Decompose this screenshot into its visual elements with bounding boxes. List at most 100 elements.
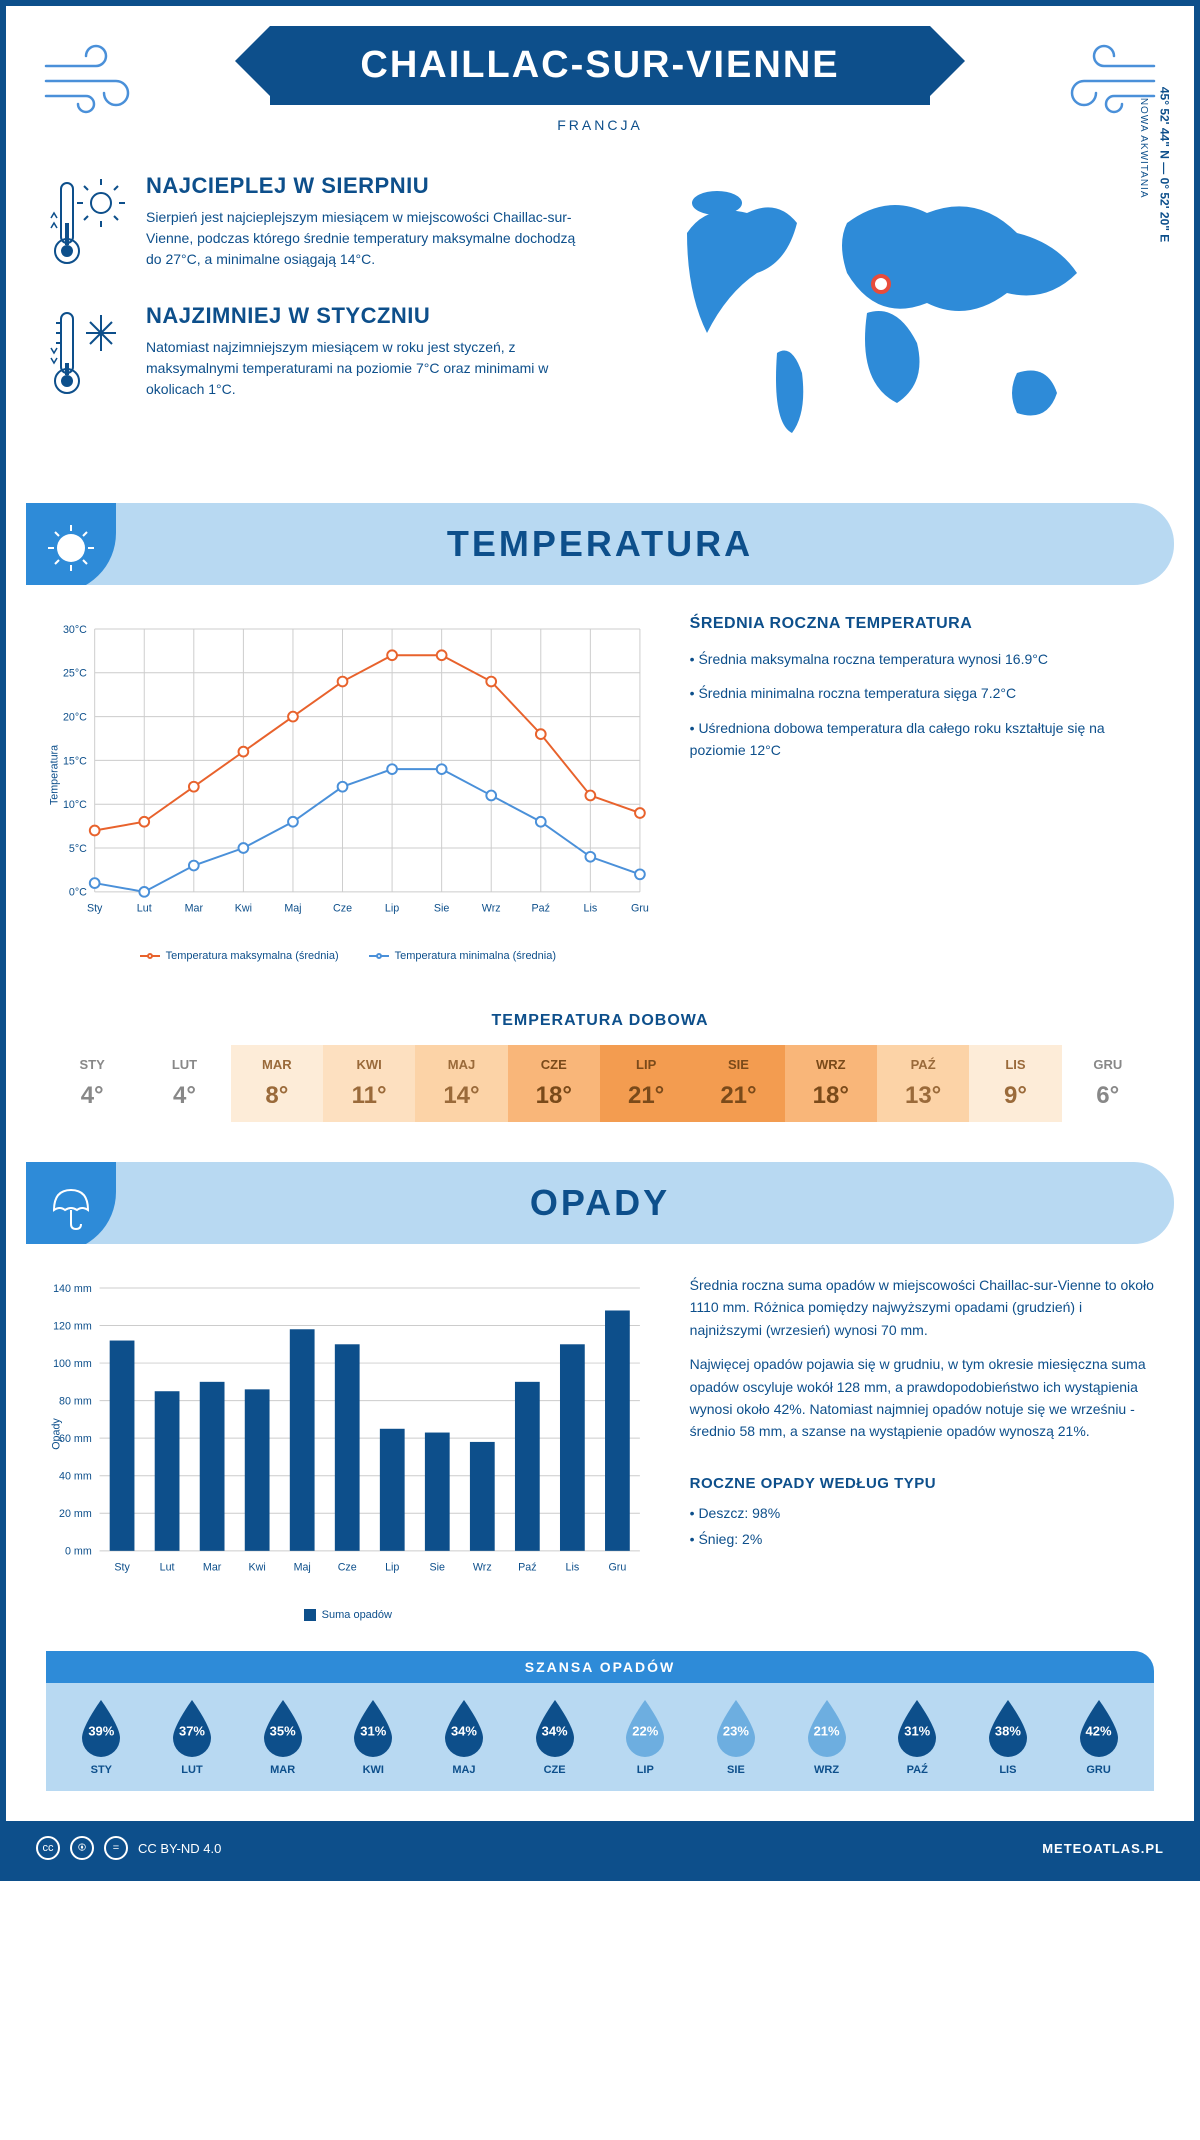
rain-chance-title: SZANSA OPADÓW — [46, 1651, 1154, 1683]
svg-text:Maj: Maj — [294, 1561, 311, 1573]
svg-text:Mar: Mar — [185, 902, 204, 914]
svg-text:0°C: 0°C — [69, 887, 87, 899]
legend-item: Temperatura minimalna (średnia) — [369, 950, 556, 962]
section-title: OPADY — [56, 1182, 1144, 1224]
page-subtitle: FRANCJA — [6, 117, 1194, 133]
svg-text:120 mm: 120 mm — [53, 1320, 92, 1332]
svg-text:Opady: Opady — [51, 1418, 63, 1450]
facts-column: NAJCIEPLEJ W SIERPNIU Sierpień jest najc… — [46, 173, 580, 453]
rain-drop: 23%SIE — [711, 1698, 761, 1776]
fact-cold-title: NAJZIMNIEJ W STYCZNIU — [146, 303, 580, 329]
temp-cell: WRZ18° — [785, 1045, 877, 1122]
rain-drop: 21%WRZ — [802, 1698, 852, 1776]
map-column: 45° 52' 44" N — 0° 52' 20" E NOWA AKWITA… — [620, 173, 1154, 453]
rain-drop: 31%PAŹ — [892, 1698, 942, 1776]
rain-drop: 34%MAJ — [439, 1698, 489, 1776]
rain-type-title: ROCZNE OPADY WEDŁUG TYPU — [690, 1475, 1154, 1492]
svg-text:Gru: Gru — [631, 902, 649, 914]
svg-text:Sty: Sty — [87, 902, 103, 914]
info-p2: Najwięcej opadów pojawia się w grudniu, … — [690, 1353, 1154, 1443]
precipitation-bar-chart: 0 mm20 mm40 mm60 mm80 mm100 mm120 mm140 … — [46, 1274, 650, 1621]
svg-text:Cze: Cze — [333, 902, 352, 914]
temp-cell: LUT4° — [138, 1045, 230, 1122]
temp-cell: GRU6° — [1062, 1045, 1154, 1122]
section-header-precipitation: OPADY — [26, 1162, 1174, 1244]
precipitation-chart-row: 0 mm20 mm40 mm60 mm80 mm100 mm120 mm140 … — [6, 1244, 1194, 1651]
svg-text:5°C: 5°C — [69, 843, 87, 855]
rain-type-item: • Śnieg: 2% — [690, 1528, 1154, 1550]
svg-text:30°C: 30°C — [63, 624, 87, 636]
svg-text:Kwi: Kwi — [249, 1561, 266, 1573]
svg-text:15°C: 15°C — [63, 755, 87, 767]
temp-cell: STY4° — [46, 1045, 138, 1122]
temperature-info: ŚREDNIA ROCZNA TEMPERATURA • Średnia mak… — [690, 615, 1154, 962]
fact-cold: NAJZIMNIEJ W STYCZNIU Natomiast najzimni… — [46, 303, 580, 403]
fact-hot: NAJCIEPLEJ W SIERPNIU Sierpień jest najc… — [46, 173, 580, 273]
legend-item: Temperatura maksymalna (średnia) — [140, 950, 339, 962]
rain-drop: 39%STY — [76, 1698, 126, 1776]
nd-icon: = — [104, 1836, 128, 1860]
wind-icon — [36, 36, 156, 116]
fact-cold-text: Natomiast najzimniejszym miesiącem w rok… — [146, 337, 580, 400]
info-bullet: • Średnia minimalna roczna temperatura s… — [690, 682, 1154, 704]
svg-text:Lis: Lis — [566, 1561, 580, 1573]
svg-text:Lip: Lip — [385, 1561, 399, 1573]
rain-drop: 22%LIP — [620, 1698, 670, 1776]
svg-text:Lis: Lis — [584, 902, 598, 914]
svg-text:Paź: Paź — [518, 1561, 536, 1573]
info-bullet: • Uśredniona dobowa temperatura dla całe… — [690, 717, 1154, 762]
world-map — [620, 173, 1154, 453]
cc-icon: cc — [36, 1836, 60, 1860]
thermometer-sun-icon — [46, 173, 126, 273]
svg-text:20 mm: 20 mm — [59, 1508, 92, 1520]
svg-text:Lut: Lut — [160, 1561, 175, 1573]
svg-text:25°C: 25°C — [63, 668, 87, 680]
temperature-chart-row: 0°C5°C10°C15°C20°C25°C30°CStyLutMarKwiMa… — [6, 585, 1194, 992]
legend-label: Suma opadów — [322, 1609, 392, 1621]
temp-cell: KWI11° — [323, 1045, 415, 1122]
coordinates-label: 45° 52' 44" N — 0° 52' 20" E — [1157, 87, 1171, 242]
page-title: CHAILLAC-SUR-VIENNE — [270, 26, 929, 105]
temp-cell: CZE18° — [508, 1045, 600, 1122]
svg-text:100 mm: 100 mm — [53, 1358, 92, 1370]
svg-text:Sie: Sie — [434, 902, 450, 914]
daily-temperature-table: TEMPERATURA DOBOWA STY4°LUT4°MAR8°KWI11°… — [6, 992, 1194, 1142]
svg-text:10°C: 10°C — [63, 799, 87, 811]
section-title: TEMPERATURA — [56, 523, 1144, 565]
info-bullet: • Średnia maksymalna roczna temperatura … — [690, 648, 1154, 670]
svg-text:Lip: Lip — [385, 902, 399, 914]
svg-text:Wrz: Wrz — [482, 902, 501, 914]
fact-hot-text: Sierpień jest najcieplejszym miesiącem w… — [146, 207, 580, 270]
umbrella-icon — [26, 1162, 116, 1244]
info-title: ŚREDNIA ROCZNA TEMPERATURA — [690, 615, 1154, 633]
rain-drop: 42%GRU — [1074, 1698, 1124, 1776]
region-label: NOWA AKWITANIA — [1139, 98, 1150, 199]
sun-icon — [26, 503, 116, 585]
svg-text:0 mm: 0 mm — [65, 1546, 92, 1558]
rain-drop: 35%MAR — [258, 1698, 308, 1776]
precipitation-info: Średnia roczna suma opadów w miejscowośc… — [690, 1274, 1154, 1621]
footer: cc 🅯 = CC BY-ND 4.0 METEOATLAS.PL — [6, 1821, 1194, 1875]
svg-text:Mar: Mar — [203, 1561, 222, 1573]
temp-cell: MAR8° — [231, 1045, 323, 1122]
temp-cell: PAŹ13° — [877, 1045, 969, 1122]
rain-drop: 31%KWI — [348, 1698, 398, 1776]
rain-chance-section: SZANSA OPADÓW 39%STY 37%LUT 35%MAR 31%KWI 34… — [6, 1651, 1194, 1821]
svg-text:Paź: Paź — [532, 902, 550, 914]
header: CHAILLAC-SUR-VIENNE FRANCJA — [6, 6, 1194, 143]
fact-hot-title: NAJCIEPLEJ W SIERPNIU — [146, 173, 580, 199]
rain-drop: 37%LUT — [167, 1698, 217, 1776]
license-text: CC BY-ND 4.0 — [138, 1841, 221, 1856]
precipitation-legend: Suma opadów — [46, 1609, 650, 1621]
svg-text:Kwi: Kwi — [235, 902, 252, 914]
svg-text:Wrz: Wrz — [473, 1561, 492, 1573]
daily-temp-title: TEMPERATURA DOBOWA — [46, 1012, 1154, 1030]
rain-drop: 38%LIS — [983, 1698, 1033, 1776]
temperature-line-chart: 0°C5°C10°C15°C20°C25°C30°CStyLutMarKwiMa… — [46, 615, 650, 962]
temperature-legend: Temperatura maksymalna (średnia) Temperat… — [46, 950, 650, 962]
svg-text:Gru: Gru — [608, 1561, 626, 1573]
map-marker — [871, 274, 891, 294]
temp-cell: SIE21° — [692, 1045, 784, 1122]
svg-text:Maj: Maj — [284, 902, 301, 914]
infographic-page: CHAILLAC-SUR-VIENNE FRANCJA NAJCIEPLEJ W… — [0, 0, 1200, 1881]
